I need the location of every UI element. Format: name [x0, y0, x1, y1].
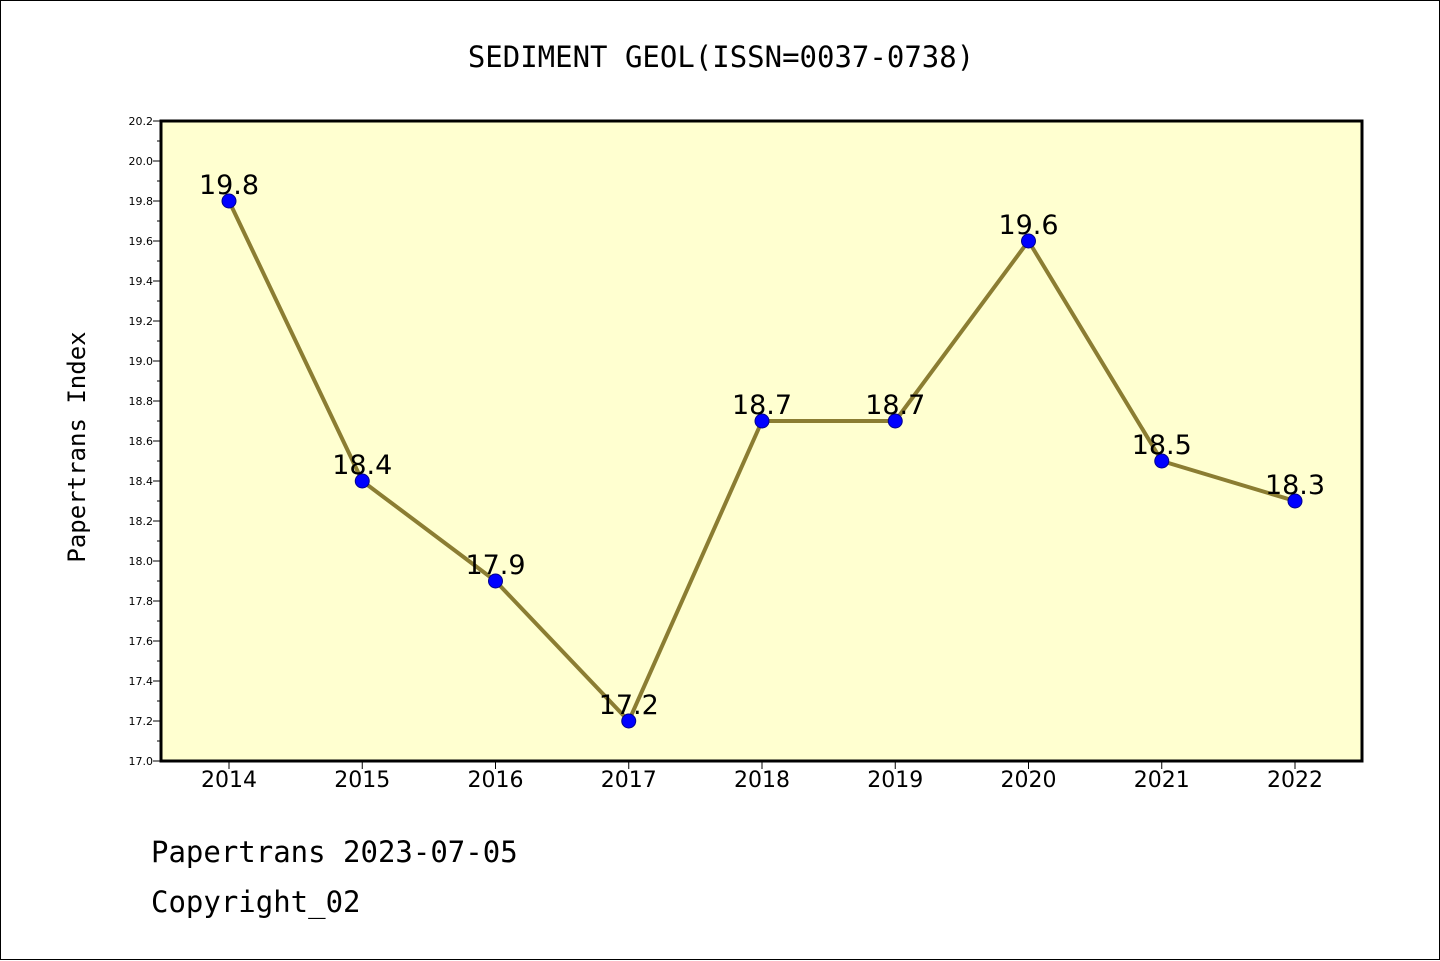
- x-tick-label: 2021: [1134, 768, 1190, 793]
- y-tick-label: 19.2: [129, 315, 154, 328]
- x-axis-ticks: [228, 761, 1296, 769]
- footer-date-text: Papertrans 2023-07-05: [151, 835, 518, 869]
- chart-title: SEDIMENT GEOL(ISSN=0037-0738): [468, 40, 974, 74]
- y-tick-label: 18.6: [129, 435, 154, 448]
- x-tick-label: 2017: [601, 768, 657, 793]
- y-tick-label: 18.8: [129, 395, 154, 408]
- data-point: [354, 473, 370, 489]
- data-labels: 19.8 18.4 17.9 17.2 18.7 18.7 19.6 18.5 18.3: [199, 170, 1325, 721]
- y-tick-label: 17.4: [129, 675, 154, 688]
- data-label: 18.7: [732, 390, 792, 421]
- data-label: 18.3: [1265, 470, 1325, 501]
- y-tick-label: 19.8: [129, 195, 154, 208]
- data-label: 18.7: [865, 390, 925, 421]
- x-tick-label: 2020: [1001, 768, 1057, 793]
- footer-copyright-text: Copyright_02: [151, 885, 361, 919]
- x-tick-label: 2022: [1267, 768, 1323, 793]
- y-tick-label: 19.6: [129, 235, 154, 248]
- data-label: 19.6: [998, 210, 1058, 241]
- data-point: [221, 193, 237, 209]
- y-tick-label: 17.0: [129, 755, 154, 768]
- y-tick-label: 19.4: [129, 275, 154, 288]
- y-axis-tick-labels: 17.0 17.2 17.4 17.6 17.8 18.0 18.2 18.4 18.6 18.8…: [129, 115, 154, 768]
- data-point: [1154, 453, 1170, 469]
- data-label: 19.8: [199, 170, 259, 201]
- y-axis-ticks: [153, 120, 161, 762]
- plot-area: [159, 119, 1364, 763]
- series-markers: [221, 193, 1303, 729]
- y-tick-label: 19.0: [129, 355, 154, 368]
- y-tick-label: 18.0: [129, 555, 154, 568]
- y-tick-label: 20.2: [129, 115, 154, 128]
- data-label: 18.4: [332, 450, 392, 481]
- data-point: [1021, 233, 1036, 249]
- x-tick-label: 2019: [867, 768, 923, 793]
- data-point: [621, 713, 637, 729]
- data-point: [887, 413, 903, 429]
- y-tick-label: 18.4: [129, 475, 154, 488]
- x-axis-tick-labels: 2014 2015 2016 2017 2018 2019 2020 2021 2022: [201, 768, 1323, 793]
- data-label: 18.5: [1132, 430, 1192, 461]
- x-tick-label: 2018: [734, 768, 790, 793]
- y-tick-label: 17.8: [129, 595, 154, 608]
- data-label: 17.9: [465, 550, 525, 581]
- y-tick-label: 17.6: [129, 635, 154, 648]
- y-tick-label: 20.0: [129, 155, 154, 168]
- data-point: [1287, 493, 1303, 509]
- y-axis-label: Papertrans Index: [63, 331, 91, 562]
- data-point: [754, 413, 770, 429]
- x-tick-label: 2015: [334, 768, 390, 793]
- y-tick-label: 18.2: [129, 515, 154, 528]
- data-point: [488, 573, 503, 589]
- x-tick-label: 2014: [201, 768, 257, 793]
- x-tick-label: 2016: [468, 768, 524, 793]
- y-tick-label: 17.2: [129, 715, 154, 728]
- data-label: 17.2: [599, 690, 659, 721]
